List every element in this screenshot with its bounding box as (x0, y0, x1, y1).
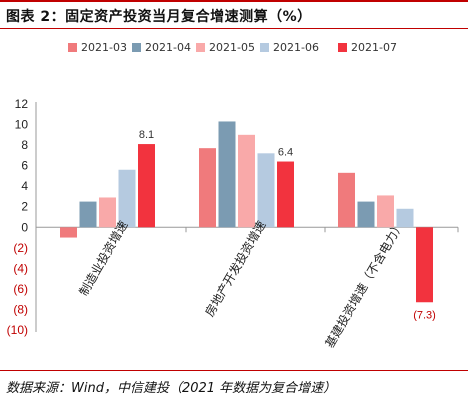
legend-label: 2021-07 (351, 41, 397, 54)
legend-swatch-2021-05 (196, 43, 205, 52)
y-tick-label: 6 (21, 159, 28, 173)
y-tick-label: 12 (15, 97, 29, 111)
category-label: 基建投资增速（不含电力） (322, 218, 407, 350)
bar-2021-07-2 (277, 161, 294, 228)
y-tick-label: (2) (13, 241, 28, 255)
bar-2021-05-3 (377, 195, 394, 228)
legend-label: 2021-03 (81, 41, 127, 54)
bar-chart: 12 10 8 6 4 2 0 (2) (4) (6) (8) (10) 8.1 6.4 (7.3) 2021… (7, 41, 459, 350)
y-tick-label: (4) (13, 261, 28, 275)
y-tick-label: 10 (15, 118, 29, 132)
bar-2021-06-2 (257, 153, 275, 228)
category-label: 制造业投资增速 (76, 218, 131, 298)
bar-2021-03-3 (338, 172, 355, 228)
data-label: 8.1 (139, 129, 154, 141)
bar-2021-06-1 (118, 169, 136, 228)
y-tick-label: (6) (13, 282, 28, 296)
legend-label: 2021-05 (209, 41, 255, 54)
bar-2021-07-3 (416, 227, 433, 303)
bar-2021-06-3 (396, 208, 414, 228)
title-divider (0, 28, 468, 29)
legend-swatch-2021-04 (132, 43, 141, 52)
bar-2021-04-2 (218, 121, 236, 228)
source-note: 数据来源：Wind，中信建投（2021 年数据为复合增速） (6, 381, 337, 396)
y-tick-label: 4 (21, 179, 28, 193)
y-tick-label: 2 (21, 200, 28, 214)
legend-swatch-2021-03 (68, 43, 77, 52)
data-label: 6.4 (278, 147, 293, 159)
chart-title: 图表 2：固定资产投资当月复合增速测算（%） (6, 9, 312, 25)
bar-2021-05-1 (99, 197, 116, 228)
y-tick-label: 8 (21, 138, 28, 152)
y-tick-label: 0 (21, 220, 28, 234)
bar-2021-03-2 (199, 148, 216, 228)
category-label: 房地产开发投资增速 (202, 218, 269, 319)
y-tick-label: (10) (7, 323, 28, 337)
bar-2021-07-1 (138, 144, 155, 228)
legend-label: 2021-04 (145, 41, 191, 54)
source-divider (0, 370, 468, 371)
bar-2021-05-2 (238, 134, 255, 228)
y-tick-label: (8) (13, 302, 28, 316)
legend-swatch-2021-07 (338, 43, 347, 52)
legend-swatch-2021-06 (260, 43, 269, 52)
data-label: (7.3) (413, 309, 436, 321)
bar-2021-04-3 (357, 201, 375, 228)
legend-label: 2021-06 (273, 41, 319, 54)
bar-2021-03-1 (60, 227, 77, 238)
top-accent-line (0, 0, 468, 2)
bar-2021-04-1 (79, 201, 97, 228)
